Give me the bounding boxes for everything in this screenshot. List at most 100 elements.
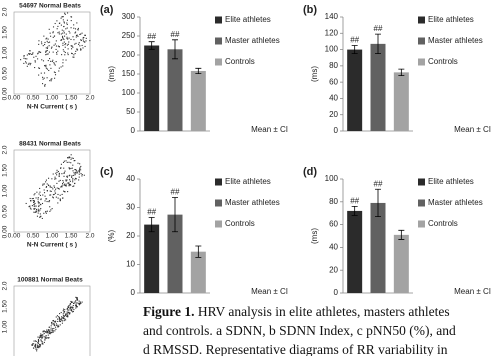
y-tick-label: 100 <box>122 88 136 97</box>
scatter-dot <box>79 301 81 303</box>
scatter-dot <box>48 337 50 339</box>
scatter-dot <box>75 36 77 38</box>
scatter-dot <box>80 169 82 171</box>
scatter-dot <box>56 182 58 184</box>
legend-label: Controls <box>225 57 255 66</box>
scatter-dot <box>29 64 31 66</box>
panel-label: (c) <box>100 166 114 178</box>
scatter-dot <box>63 310 65 313</box>
scatter-dot <box>79 171 81 173</box>
scatter-dot <box>76 172 78 174</box>
scatter-dot <box>59 198 61 200</box>
scatter-dot <box>68 156 70 158</box>
scatter-dot <box>29 50 31 52</box>
scatter-dot <box>45 66 47 68</box>
y-axis-label: (%) <box>107 229 116 242</box>
y-tick-label: 0.50 <box>2 205 9 218</box>
scatter-dot <box>33 208 35 210</box>
scatter-dot <box>68 309 70 311</box>
scatter-dot <box>29 197 31 200</box>
scatter-dot <box>77 29 79 31</box>
scatter-dot <box>74 169 77 171</box>
scatter-dot <box>57 50 59 52</box>
scatter-dot <box>55 323 58 325</box>
scatter-dot <box>60 167 62 169</box>
scatter-dot <box>33 208 35 210</box>
scatter-dot <box>69 308 71 310</box>
scatter-dot <box>72 56 74 58</box>
scatter-dot <box>35 344 37 347</box>
y-tick-label: 60 <box>329 77 338 86</box>
scatter-dot <box>48 329 50 331</box>
scatter-dot <box>32 53 34 55</box>
scatter-dot <box>58 67 60 69</box>
scatter-dot <box>63 22 65 24</box>
scatter-dot <box>40 340 42 342</box>
scatter-dot <box>67 52 69 54</box>
scatter-dot <box>45 47 47 49</box>
y-tick-label: 1.50 <box>2 164 9 177</box>
scatter-dot <box>72 170 74 172</box>
scatter-dot <box>45 210 47 213</box>
bar <box>190 251 206 293</box>
scatter-dot <box>24 58 26 60</box>
scatter-dot <box>78 170 80 172</box>
scatter-dot <box>58 318 60 320</box>
legend-swatch <box>418 58 425 66</box>
scatter-dot <box>38 67 40 69</box>
scatter-dot <box>55 324 57 326</box>
scatter-dot <box>40 333 42 335</box>
scatter-dot <box>67 54 69 56</box>
scatter-dot <box>40 334 43 336</box>
scatter-dot <box>32 347 35 349</box>
scatter-dot <box>36 350 38 352</box>
scatter-dot <box>76 306 78 308</box>
scatter-dot <box>74 28 77 30</box>
scatter-dot <box>51 186 53 188</box>
scatter-dot <box>89 40 91 42</box>
scatter-dot <box>40 72 42 74</box>
scatter-dot <box>72 178 74 180</box>
scatter-dot <box>80 33 82 35</box>
scatter-dot <box>75 296 77 298</box>
scatter-dot <box>67 309 69 311</box>
scatter-dot <box>59 324 61 326</box>
scatter-dot <box>43 333 45 335</box>
scatter-dot <box>58 180 60 182</box>
scatter-dot <box>72 185 74 188</box>
scatter-dot <box>53 327 55 330</box>
scatter-dot <box>26 58 28 60</box>
scatter-dot <box>67 43 69 45</box>
scatter-dot <box>54 71 56 74</box>
scatter-dot <box>73 56 75 58</box>
scatter-dot <box>64 183 66 185</box>
caption-line: Figure 1. HRV analysis in elite athletes… <box>143 304 450 319</box>
scatter-dot <box>40 51 42 53</box>
scatter-dot <box>49 330 51 332</box>
scatter-dot <box>66 23 68 26</box>
scatter-dot <box>44 41 46 44</box>
scatter-dot <box>62 313 64 315</box>
y-tick-label: 200 <box>122 50 136 59</box>
scatter-dot <box>54 77 56 79</box>
scatter-dot <box>39 335 41 337</box>
scatter-dot <box>84 34 86 36</box>
scatter-dot <box>30 53 32 55</box>
scatter-dot <box>72 302 75 305</box>
scatter-dot <box>50 332 52 334</box>
scatter-dot <box>29 207 31 209</box>
scatter-dot <box>63 172 65 174</box>
scatter-dot <box>61 54 63 56</box>
scatter-dot <box>51 78 53 80</box>
scatter-dot <box>38 202 40 204</box>
scatter-dot <box>61 322 63 324</box>
scatter-dot <box>73 54 75 56</box>
scatter-dot <box>58 175 60 177</box>
scatter-dot <box>45 64 47 66</box>
scatter-dot <box>53 35 56 37</box>
scatter-dot <box>73 27 75 29</box>
scatter-dot <box>50 325 52 327</box>
scatter-dot <box>69 32 71 34</box>
scatter-dot <box>34 345 36 348</box>
scatter-dot <box>70 45 72 47</box>
